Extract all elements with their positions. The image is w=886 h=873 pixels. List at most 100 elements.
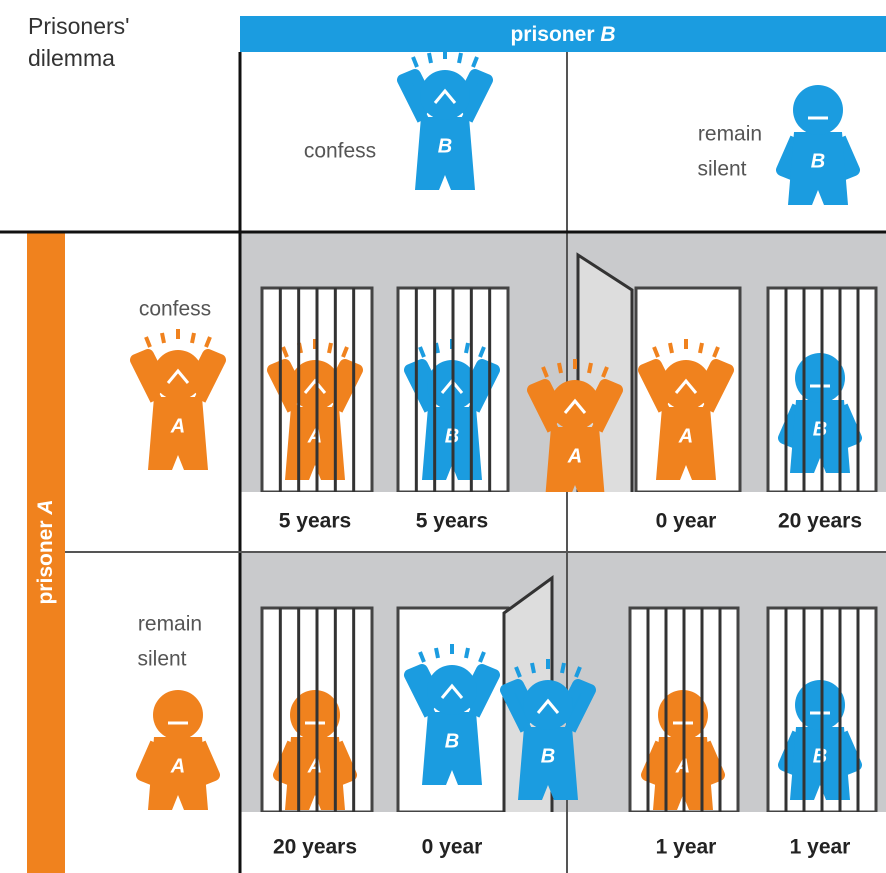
figure-letter: A — [307, 755, 322, 777]
head — [290, 360, 340, 410]
body — [422, 712, 482, 785]
shout-mark — [144, 336, 152, 348]
body — [148, 397, 208, 470]
strategy: confess — [139, 298, 211, 321]
strategy: silent — [697, 158, 746, 181]
figure-letter: B — [541, 745, 555, 767]
figure: B — [500, 659, 596, 800]
figure-letter: B — [811, 150, 825, 172]
label: prisoner — [34, 520, 57, 604]
shout-mark — [587, 362, 593, 374]
figure-letter: A — [307, 425, 322, 447]
player-b-bar — [240, 16, 886, 52]
head — [153, 350, 203, 400]
outcome: 0 year — [656, 510, 717, 533]
figure: B — [776, 85, 860, 205]
figure-letter: A — [678, 425, 693, 447]
head — [153, 690, 203, 740]
shout-mark — [281, 346, 289, 358]
shout-mark — [530, 662, 536, 674]
player-b-label: prisoner B — [510, 23, 615, 46]
label: prisoner — [510, 23, 594, 46]
figure-letter: B — [813, 745, 827, 767]
head — [420, 70, 470, 120]
face — [166, 368, 190, 384]
figure-letter: A — [170, 755, 185, 777]
shout-mark — [457, 52, 463, 64]
figure: A — [638, 339, 734, 480]
outcome-strip — [242, 812, 886, 873]
body — [656, 407, 716, 480]
strategy: confess — [304, 140, 376, 163]
figure-letter: A — [170, 415, 185, 437]
letter: A — [34, 499, 57, 515]
shout-mark — [427, 52, 433, 64]
shout-mark — [601, 366, 609, 378]
face — [674, 378, 698, 394]
shout-mark — [514, 666, 522, 678]
head — [550, 380, 600, 430]
shout-mark — [541, 366, 549, 378]
strategy: remain — [138, 613, 202, 636]
shout-mark — [434, 647, 440, 659]
title: dilemma — [28, 45, 115, 71]
shout-mark — [478, 651, 486, 663]
head — [795, 353, 845, 403]
body — [518, 727, 578, 800]
shout-mark — [698, 342, 704, 354]
shout-mark — [204, 336, 212, 348]
head — [523, 680, 573, 730]
face — [563, 398, 587, 414]
shout-mark — [160, 332, 166, 344]
outcome: 20 years — [273, 836, 357, 859]
shout-mark — [560, 662, 566, 674]
shout-mark — [652, 346, 660, 358]
figure-letter: B — [813, 418, 827, 440]
figure-letter: B — [445, 730, 459, 752]
face — [440, 683, 464, 699]
shout-mark — [478, 346, 486, 358]
player-a-label: prisoner A — [34, 499, 57, 604]
player-a-bar — [27, 232, 65, 873]
shout-mark — [341, 346, 349, 358]
figure: B — [404, 644, 500, 785]
outcome: 5 years — [416, 510, 488, 533]
shout-mark — [411, 56, 419, 68]
outcome: 0 year — [422, 836, 483, 859]
shout-mark — [418, 651, 426, 663]
face — [536, 698, 560, 714]
title: Prisoners' — [28, 13, 130, 39]
outcome: 5 years — [279, 510, 351, 533]
head — [290, 690, 340, 740]
outcome: 1 year — [656, 836, 717, 859]
letter: B — [600, 23, 615, 46]
head — [795, 680, 845, 730]
outcome: 1 year — [790, 836, 851, 859]
shout-mark — [464, 647, 470, 659]
head — [427, 665, 477, 715]
head — [661, 360, 711, 410]
figure: A — [130, 329, 226, 470]
body — [788, 132, 848, 205]
shout-mark — [464, 342, 470, 354]
shout-mark — [434, 342, 440, 354]
shout-mark — [557, 362, 563, 374]
figure: A — [136, 690, 220, 810]
shout-mark — [668, 342, 674, 354]
strategy: silent — [137, 648, 186, 671]
figure: B — [397, 49, 493, 190]
shout-mark — [327, 342, 333, 354]
strategy: remain — [698, 123, 762, 146]
head — [793, 85, 843, 135]
figure-letter: A — [567, 445, 582, 467]
face — [433, 88, 457, 104]
body — [148, 737, 208, 810]
shout-mark — [418, 346, 426, 358]
face — [303, 378, 327, 394]
shout-mark — [190, 332, 196, 344]
outcome-strip — [242, 492, 886, 550]
figure: A — [527, 359, 623, 500]
outcome: 20 years — [778, 510, 862, 533]
figure-letter: B — [438, 135, 452, 157]
